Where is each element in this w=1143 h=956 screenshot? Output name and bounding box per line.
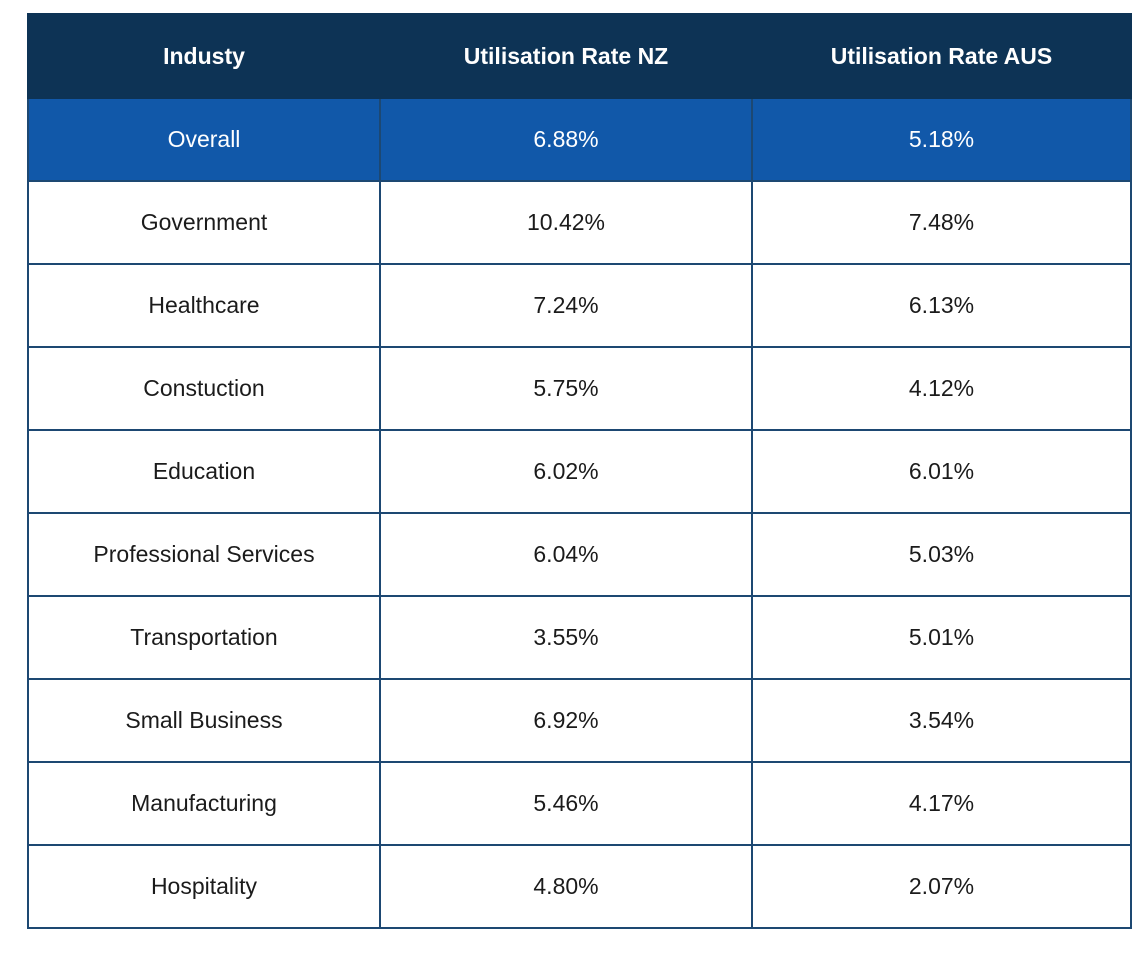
nz-rate-cell: 4.80%	[379, 844, 753, 929]
column-header-industry: Industy	[27, 13, 381, 99]
industry-cell: Transportation	[27, 595, 381, 680]
industry-cell: Overall	[27, 97, 381, 182]
table-row: Healthcare 7.24% 6.13%	[27, 263, 1132, 348]
nz-rate-cell: 6.92%	[379, 678, 753, 763]
column-header-utilisation-aus: Utilisation Rate AUS	[751, 13, 1132, 99]
industry-cell: Government	[27, 180, 381, 265]
industry-cell: Manufacturing	[27, 761, 381, 846]
nz-rate-cell: 7.24%	[379, 263, 753, 348]
industry-cell: Hospitality	[27, 844, 381, 929]
table-row: Transportation 3.55% 5.01%	[27, 595, 1132, 680]
utilisation-rate-table: Industy Utilisation Rate NZ Utilisation …	[27, 13, 1132, 929]
aus-rate-cell: 4.12%	[751, 346, 1132, 431]
table-row: Constuction 5.75% 4.12%	[27, 346, 1132, 431]
aus-rate-cell: 4.17%	[751, 761, 1132, 846]
table-row: Hospitality 4.80% 2.07%	[27, 844, 1132, 929]
aus-rate-cell: 3.54%	[751, 678, 1132, 763]
industry-cell: Healthcare	[27, 263, 381, 348]
aus-rate-cell: 5.03%	[751, 512, 1132, 597]
industry-cell: Education	[27, 429, 381, 514]
table-row-overall-highlight: Overall 6.88% 5.18%	[27, 97, 1132, 182]
aus-rate-cell: 2.07%	[751, 844, 1132, 929]
aus-rate-cell: 7.48%	[751, 180, 1132, 265]
aus-rate-cell: 6.01%	[751, 429, 1132, 514]
nz-rate-cell: 3.55%	[379, 595, 753, 680]
industry-cell: Constuction	[27, 346, 381, 431]
table-row: Manufacturing 5.46% 4.17%	[27, 761, 1132, 846]
nz-rate-cell: 6.02%	[379, 429, 753, 514]
nz-rate-cell: 5.46%	[379, 761, 753, 846]
industry-cell: Small Business	[27, 678, 381, 763]
nz-rate-cell: 6.88%	[379, 97, 753, 182]
nz-rate-cell: 6.04%	[379, 512, 753, 597]
table-body: Overall 6.88% 5.18% Government 10.42% 7.48% He…	[27, 97, 1132, 929]
table-row: Small Business 6.92% 3.54%	[27, 678, 1132, 763]
column-header-utilisation-nz: Utilisation Rate NZ	[379, 13, 753, 99]
table-row: Government 10.42% 7.48%	[27, 180, 1132, 265]
aus-rate-cell: 5.18%	[751, 97, 1132, 182]
header-row: Industy Utilisation Rate NZ Utilisation …	[27, 13, 1132, 99]
table-row: Professional Services 6.04% 5.03%	[27, 512, 1132, 597]
nz-rate-cell: 5.75%	[379, 346, 753, 431]
nz-rate-cell: 10.42%	[379, 180, 753, 265]
aus-rate-cell: 5.01%	[751, 595, 1132, 680]
table-row: Education 6.02% 6.01%	[27, 429, 1132, 514]
aus-rate-cell: 6.13%	[751, 263, 1132, 348]
industry-cell: Professional Services	[27, 512, 381, 597]
